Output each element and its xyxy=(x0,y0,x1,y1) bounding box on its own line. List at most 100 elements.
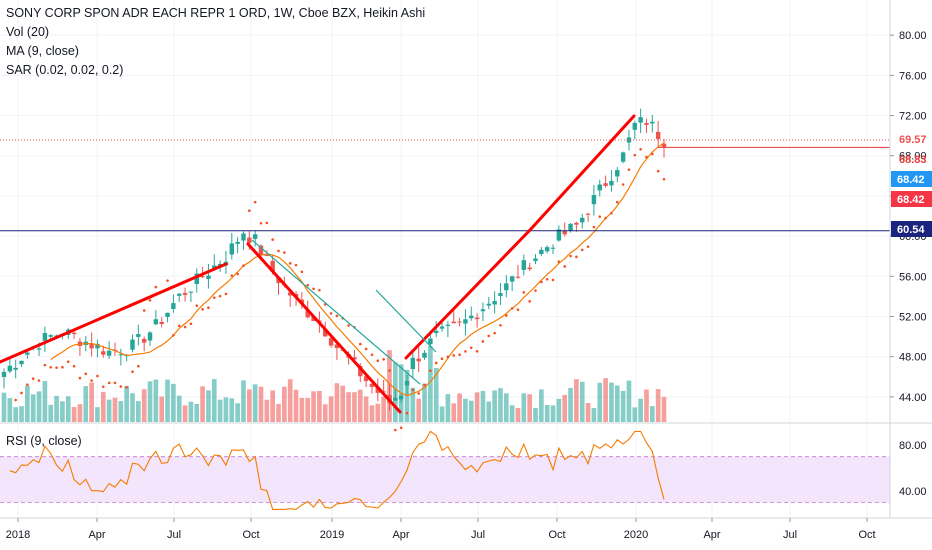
volume-bar xyxy=(153,379,159,422)
sar-dot xyxy=(189,322,193,326)
sar-dot xyxy=(405,411,409,415)
sar-dot xyxy=(329,312,333,315)
volume-bar xyxy=(176,395,182,422)
rsi-indicator-label[interactable]: RSI (9, close) xyxy=(6,434,82,448)
sar-dot xyxy=(253,200,257,204)
candle-body xyxy=(106,350,112,356)
volume-bar xyxy=(252,384,258,422)
volume-bar xyxy=(550,405,556,422)
sar-dot xyxy=(429,369,432,373)
volume-bar xyxy=(118,401,124,422)
price-tag-label: 68.42 xyxy=(897,174,925,186)
price-tick-label: 72.00 xyxy=(899,111,927,123)
sar-dot xyxy=(621,183,625,186)
sar-dot xyxy=(166,279,169,282)
sar-dots xyxy=(14,147,666,432)
volume-bar xyxy=(644,389,649,422)
sar-dot xyxy=(14,398,17,402)
sar-dot xyxy=(119,385,123,388)
volume-bar xyxy=(188,401,194,422)
candle-body xyxy=(264,254,270,256)
vol-indicator-label[interactable]: Vol (20) xyxy=(6,25,50,39)
sar-dot xyxy=(358,342,362,346)
candle-body xyxy=(445,324,451,326)
volume-bar xyxy=(457,393,462,422)
candle-body xyxy=(498,293,503,296)
volume-bar xyxy=(492,390,497,422)
candle-body xyxy=(212,265,217,269)
sar-dot xyxy=(510,307,514,310)
volume-bar xyxy=(229,398,235,422)
sar-dot xyxy=(575,255,578,259)
volume-bar xyxy=(626,380,632,422)
sar-dot xyxy=(224,292,228,296)
sar-dot xyxy=(259,221,263,225)
candle-body xyxy=(369,383,375,387)
sar-dot xyxy=(20,391,23,395)
candle-body xyxy=(568,223,573,231)
volume-bar xyxy=(463,398,468,422)
volume-bar xyxy=(620,390,626,422)
volume-bar xyxy=(568,387,573,422)
candle-body xyxy=(200,276,205,278)
sar-dot xyxy=(101,385,105,389)
candle-body xyxy=(428,338,433,345)
sar-dot xyxy=(452,354,456,357)
candle-body xyxy=(118,354,124,356)
volume-bar xyxy=(42,380,48,422)
candle-body xyxy=(141,338,147,343)
volume-bar xyxy=(527,394,532,422)
sar-dot xyxy=(645,155,648,159)
sar-dot xyxy=(347,324,350,327)
sar-dot xyxy=(212,296,216,299)
candle-body xyxy=(469,315,474,319)
volume-bar xyxy=(182,405,188,422)
volume-bar xyxy=(334,383,340,422)
volume-bar xyxy=(614,385,620,422)
volume-bar xyxy=(299,397,305,422)
time-tick-label: 2020 xyxy=(624,529,648,541)
candle-body xyxy=(258,245,264,256)
candle-body xyxy=(375,386,381,393)
time-tick-label: Jul xyxy=(471,529,485,541)
sar-dot xyxy=(306,283,310,287)
price-tag xyxy=(891,191,932,207)
volume-bar xyxy=(30,394,36,422)
volume-bar xyxy=(89,382,94,422)
volume-bar xyxy=(65,396,71,422)
volume-bar xyxy=(363,396,369,422)
price-tick-label: 48.00 xyxy=(899,352,927,364)
volume-bar xyxy=(503,393,509,422)
sar-dot xyxy=(592,225,596,229)
price-tick-label: 76.00 xyxy=(899,70,927,82)
sar-dot xyxy=(598,215,602,218)
volume-bar xyxy=(71,407,77,422)
sar-dot xyxy=(335,314,339,318)
candle-body xyxy=(655,131,661,139)
volume-bar xyxy=(311,391,316,422)
sar-dot xyxy=(446,355,450,359)
volume-bar xyxy=(276,404,281,422)
volume-bar xyxy=(539,389,544,422)
candle-body xyxy=(422,352,427,358)
rsi-line xyxy=(9,430,665,510)
sar-dot xyxy=(78,376,82,380)
volume-bar xyxy=(328,396,334,422)
sar-dot xyxy=(218,294,222,298)
sar-dot xyxy=(230,274,234,277)
price-tick-label: 44.00 xyxy=(899,392,927,404)
sar-indicator-label[interactable]: SAR (0.02, 0.02, 0.2) xyxy=(6,63,124,77)
candle-body xyxy=(433,330,439,334)
sar-dot xyxy=(499,323,502,327)
candle-body xyxy=(42,333,48,341)
price-tag-label: 68.42 xyxy=(897,194,925,206)
ma-indicator-label[interactable]: MA (9, close) xyxy=(6,44,79,58)
candle-body xyxy=(562,230,567,235)
candle-body xyxy=(89,343,94,349)
volume-bar xyxy=(1,392,7,422)
volume-bar xyxy=(422,383,427,422)
candle-body xyxy=(585,213,591,215)
candle-body xyxy=(393,397,398,401)
volume-bar xyxy=(19,406,24,422)
